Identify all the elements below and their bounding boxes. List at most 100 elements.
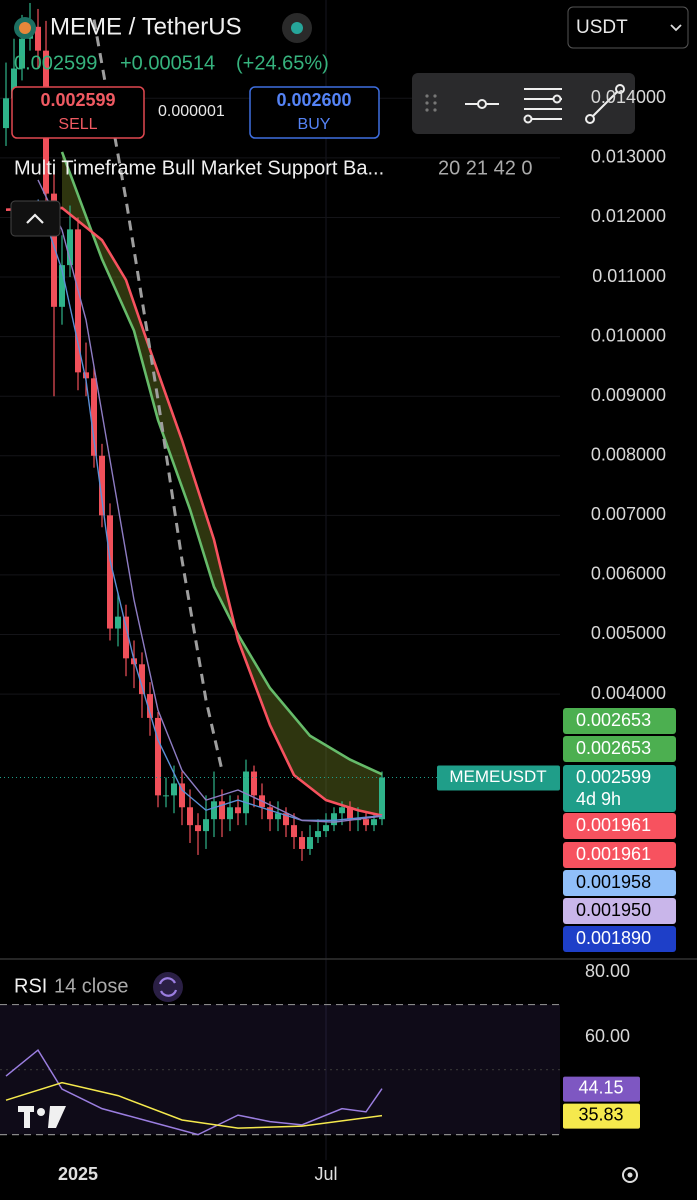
- indicator-name: Multi Timeframe Bull Market Support Ba..…: [14, 157, 384, 179]
- indicator-line: [60, 151, 383, 776]
- price-label: 0.001958: [576, 872, 651, 892]
- candle-body: [35, 26, 41, 51]
- candle-body: [283, 813, 289, 826]
- rsi-icon[interactable]: [153, 972, 183, 1002]
- tool-lines[interactable]: [523, 88, 562, 124]
- candle-body: [195, 825, 201, 832]
- candle-body: [307, 837, 313, 849]
- candle-body: [331, 813, 337, 826]
- candle-body: [243, 771, 249, 814]
- y-tick-label: 0.010000: [591, 325, 666, 345]
- candle-body: [179, 783, 185, 808]
- y-tick-label: 0.011000: [592, 266, 666, 286]
- rsi-value: 35.83: [578, 1104, 623, 1124]
- price-label: 0.001950: [576, 900, 651, 920]
- sell-button[interactable]: [11, 86, 145, 139]
- candle-body: [171, 783, 177, 796]
- toolbar-grip: [425, 94, 437, 112]
- tool-trendline[interactable]: [585, 84, 625, 124]
- currency-select[interactable]: [567, 6, 689, 49]
- status-dot: [291, 22, 303, 34]
- buy-button[interactable]: [249, 86, 380, 139]
- rsi-tick-label: 80.00: [585, 961, 630, 981]
- candle-body: [379, 777, 385, 820]
- price-label-box: [563, 813, 676, 839]
- candle-body: [267, 807, 273, 820]
- change: +0.000514: [120, 52, 215, 74]
- candle-body: [323, 825, 329, 832]
- rsi-value-box: [563, 1076, 640, 1102]
- candle-body: [75, 229, 81, 373]
- y-tick-label: 0.013000: [591, 147, 666, 167]
- price-label-box: [563, 898, 676, 924]
- candle-body: [83, 372, 89, 379]
- y-tick-label: 0.012000: [591, 206, 666, 226]
- change-pct: (+24.65%): [236, 52, 329, 74]
- candle-body: [347, 807, 353, 820]
- candle-body: [115, 616, 121, 629]
- y-tick-label: 0.006000: [591, 564, 666, 584]
- x-tick-label: 2025: [58, 1164, 98, 1184]
- candle-body: [163, 795, 169, 797]
- settings-icon[interactable]: [622, 1167, 638, 1183]
- y-tick-label: 0.014000: [591, 87, 666, 107]
- candle-body: [123, 616, 129, 659]
- candle-body: [363, 819, 369, 826]
- collapse-button[interactable]: [10, 200, 61, 237]
- rsi-plot: [0, 1003, 560, 1136]
- candle-body: [19, 38, 25, 69]
- indicator-line: [92, 19, 224, 771]
- candle-body: [91, 378, 97, 456]
- price-label-box: [563, 736, 676, 762]
- price-label-box: [563, 708, 676, 734]
- candle-body: [147, 694, 153, 718]
- indicator-line: [5, 1081, 383, 1129]
- tool-hline[interactable]: [465, 99, 499, 109]
- candle-body: [339, 807, 345, 814]
- candle-body: [291, 825, 297, 838]
- settings-icon-center: [627, 1172, 633, 1178]
- drawing-toolbar: [412, 73, 635, 134]
- y-tick-label: 0.009000: [591, 385, 666, 405]
- chevron-up: [26, 213, 44, 224]
- candle-body: [107, 515, 113, 629]
- candle-body: [139, 664, 145, 695]
- candle-body: [203, 819, 209, 832]
- candle-body: [275, 813, 281, 820]
- candle-body: [315, 831, 321, 838]
- candle-body: [299, 837, 305, 849]
- indicator-line: [5, 206, 383, 817]
- candle-body: [251, 771, 257, 796]
- candle-body: [51, 193, 57, 307]
- price-label: 0.001961: [576, 844, 651, 864]
- price-label: 0.001961: [576, 815, 651, 835]
- currency: USDT: [576, 17, 628, 38]
- rsi-band: [0, 1004, 560, 1135]
- candle-body: [371, 819, 377, 826]
- rsi-title: RSI: [14, 975, 47, 997]
- symbol-tag: [437, 765, 560, 791]
- price-label-box: [563, 842, 676, 868]
- price-label-box: [563, 870, 676, 896]
- tv-logo: [18, 1106, 66, 1128]
- indicator-params: 20 21 42 0: [438, 157, 533, 179]
- candle-body: [99, 455, 105, 516]
- rsi-value: 44.15: [578, 1077, 623, 1097]
- price-label: 0.002653: [576, 738, 651, 758]
- spread: 0.000001: [158, 103, 225, 120]
- symbol: MEME / TetherUS: [50, 13, 242, 40]
- last-price-box: [563, 765, 676, 812]
- candle-body: [227, 807, 233, 820]
- symbol-tag-text: MEMEUSDT: [449, 767, 546, 786]
- y-tick-label: 0.007000: [591, 504, 666, 524]
- candle-body: [59, 265, 65, 307]
- candle-body: [155, 717, 161, 796]
- chevron: [670, 24, 682, 32]
- last-price: 0.002599: [576, 767, 651, 787]
- price-label: 0.002653: [576, 710, 651, 730]
- y-tick-label: 0.008000: [591, 445, 666, 465]
- price-label-box: [563, 926, 676, 952]
